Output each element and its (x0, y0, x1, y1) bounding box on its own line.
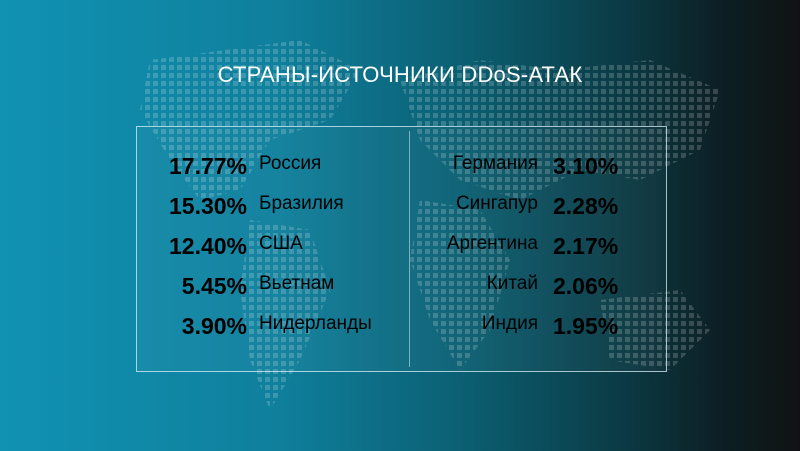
percent-value: 2.17% (553, 233, 619, 259)
country-name: Бразилия (259, 193, 344, 214)
list-item: 5.45% Вьетнам (0, 273, 800, 303)
country-name: Индия (481, 313, 538, 334)
list-item: Германия 3.10% (0, 153, 800, 183)
country-name: Германия (452, 153, 538, 174)
list-item: 12.40% США (0, 233, 800, 263)
country-name: Сингапур (455, 193, 538, 214)
percent-value: 2.28% (553, 193, 619, 219)
country-name: Россия (259, 153, 322, 174)
country-name: Аргентина (446, 233, 538, 254)
page-title: СТРАНЫ-ИСТОЧНИКИ DDoS-АТАК (217, 62, 583, 87)
percent-value: 15.30% (168, 193, 247, 219)
percent-value: 5.45% (181, 273, 247, 299)
country-name: Китай (486, 273, 538, 294)
percent-value: 17.77% (168, 153, 247, 179)
column-divider (409, 131, 410, 367)
stats-panel (136, 126, 667, 372)
list-item: Сингапур 2.28% (0, 193, 800, 223)
country-name: Вьетнам (259, 273, 335, 294)
percent-value: 3.10% (553, 153, 619, 179)
country-name: Нидерланды (259, 313, 372, 334)
percent-value: 1.95% (553, 313, 619, 339)
percent-value: 2.06% (553, 273, 619, 299)
list-item: Аргентина 2.17% (0, 233, 800, 263)
list-item: Индия 1.95% (0, 313, 800, 343)
list-item: 17.77% Россия (0, 153, 800, 183)
percent-value: 12.40% (168, 233, 247, 259)
list-item: 3.90% Нидерланды (0, 313, 800, 343)
list-item: 15.30% Бразилия (0, 193, 800, 223)
country-name: США (259, 233, 303, 254)
list-item: Китай 2.06% (0, 273, 800, 303)
percent-value: 3.90% (181, 313, 247, 339)
